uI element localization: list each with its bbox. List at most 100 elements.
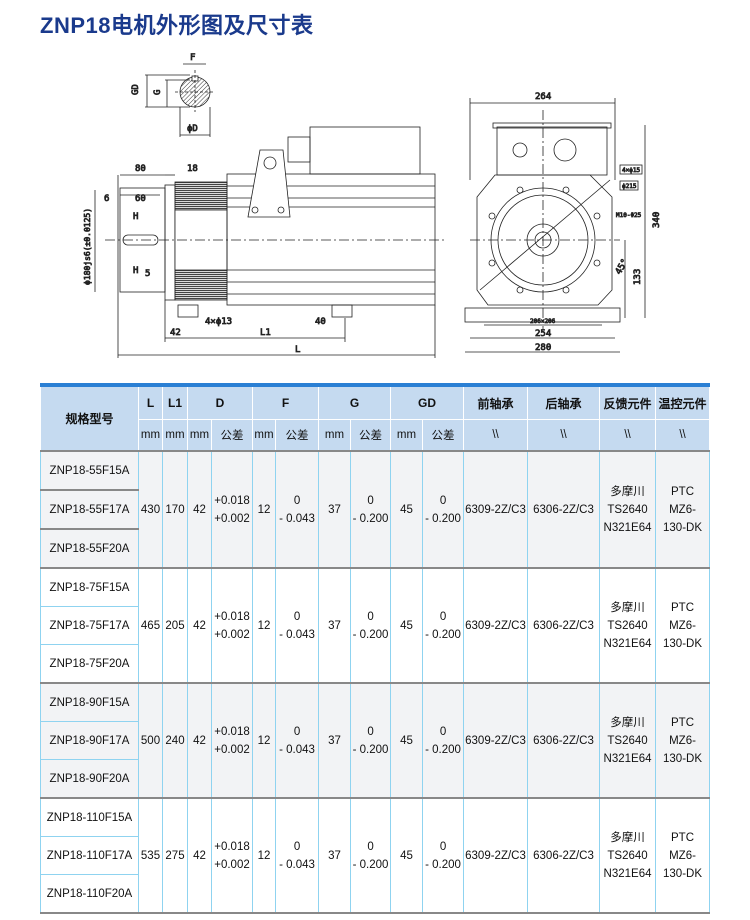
unit-na: \\ — [599, 419, 657, 452]
table-row: ZNP18-110F20A — [40, 874, 710, 914]
unit-mm: mm — [138, 419, 163, 452]
model-group: ZNP18-90F15A 500 240 42 +0.018 +0.002 12 0 - 0.0… — [40, 683, 711, 799]
cell-L1: 170 — [162, 450, 188, 569]
table-row: ZNP18-75F17A — [40, 606, 710, 645]
cell-text: TS2640 — [607, 619, 648, 632]
cell-text: - 0.200 — [425, 858, 461, 871]
cell-text: +0.018 — [214, 494, 250, 507]
table-row: ZNP18-75F15A 465 205 42 +0.018 +0.002 12 0 - 0.0… — [40, 568, 711, 684]
cell-text: - 0.043 — [279, 512, 315, 525]
dim-angle: 45° — [614, 257, 631, 276]
dim-133: 133 — [633, 269, 643, 285]
cell-text: ZNP18-110F20A — [46, 887, 133, 900]
header-D: D — [186, 383, 254, 420]
cell-model: ZNP18-55F15A — [40, 450, 139, 491]
dim-H-bottom: H — [133, 266, 138, 276]
header-GD: GD — [390, 383, 465, 420]
dim-254: 254 — [535, 329, 551, 339]
cell-text: 0 — [439, 725, 447, 738]
dim-L1: L1 — [260, 328, 271, 338]
cell-feedback: 多摩川 TS2640 N321E64 — [599, 683, 657, 799]
header-model: 规格型号 — [40, 383, 139, 452]
cell-text: 6309-2Z/C3 — [465, 619, 526, 632]
cell-text: 6309-2Z/C3 — [465, 849, 526, 862]
cell-L: 500 — [138, 683, 163, 799]
cell-text: - 0.200 — [352, 628, 389, 641]
unit-na: \\ — [463, 419, 529, 452]
cell-temp: PTC MZ6- 130-DK — [655, 568, 711, 684]
cell-G: 37 — [318, 568, 352, 684]
cell-text: ZNP18-55F20A — [49, 542, 130, 555]
cell-text: - 0.200 — [425, 628, 461, 641]
cell-text: - 0.200 — [352, 512, 389, 525]
cell-temp: PTC MZ6- 130-DK — [655, 798, 711, 914]
header-rear-bearing: 后轴承 — [527, 383, 601, 420]
cell-text: 130-DK — [663, 752, 703, 765]
dim-280: 280 — [535, 343, 551, 353]
unit-tolerance: 公差 — [275, 419, 320, 452]
cell-text: 0 — [439, 840, 447, 853]
cell-text: 45 — [400, 734, 413, 747]
cell-GD: 45 — [390, 450, 424, 569]
cell-text: 6306-2Z/C3 — [533, 503, 594, 516]
cell-text: ZNP18-110F15A — [46, 811, 133, 824]
cell-G: 37 — [318, 450, 352, 569]
cell-text: +0.018 — [214, 725, 250, 738]
dim-D: ϕD — [187, 124, 198, 134]
dim-80: 80 — [135, 164, 146, 174]
cell-D-tol: +0.018 +0.002 — [210, 450, 254, 569]
motor-outline-drawing: F GD G ϕD 80 18 6 60 H H 5 ϕ180js6(±0.01… — [83, 53, 662, 358]
cell-F: 12 — [252, 568, 277, 684]
cell-GD-tol: 0 - 0.200 — [422, 798, 465, 914]
cell-front-bearing: 6309-2Z/C3 — [463, 798, 529, 914]
shaft-section-view — [145, 63, 215, 137]
cell-text: ZNP18-90F15A — [49, 696, 130, 709]
cell-GD: 45 — [390, 798, 424, 914]
cell-F: 12 — [252, 798, 277, 914]
cell-temp: PTC MZ6- 130-DK — [655, 683, 711, 799]
dim-H-top: H — [133, 212, 138, 222]
table-row: ZNP18-55F17A — [40, 489, 710, 530]
unit-tolerance: 公差 — [422, 419, 465, 452]
dim-bolt-holes: 4×ϕ15 — [622, 167, 640, 174]
cell-rear-bearing: 6306-2Z/C3 — [527, 798, 601, 914]
cell-text: 多摩川 — [610, 831, 645, 844]
dim-5: 5 — [145, 269, 150, 279]
dim-GD: GD — [131, 84, 141, 95]
cell-text: - 0.200 — [352, 743, 389, 756]
cell-text: 多摩川 — [610, 485, 645, 498]
cell-model: ZNP18-90F15A — [40, 683, 139, 722]
dim-6: 6 — [104, 194, 109, 204]
dim-42: 42 — [170, 328, 181, 338]
cell-text: 37 — [328, 619, 341, 632]
cell-text: +0.002 — [214, 512, 250, 525]
unit-mm: mm — [318, 419, 352, 452]
cell-text: 42 — [193, 849, 206, 862]
cell-text: 45 — [400, 849, 413, 862]
cell-text: ZNP18-55F15A — [49, 464, 130, 477]
cell-text: ZNP18-75F15A — [49, 581, 130, 594]
header-F: F — [252, 383, 320, 420]
dim-L: L — [295, 345, 300, 355]
cell-text: ZNP18-90F17A — [49, 734, 130, 747]
cell-feedback: 多摩川 TS2640 N321E64 — [599, 798, 657, 914]
cell-text: +0.018 — [214, 610, 250, 623]
cell-F-tol: 0 - 0.043 — [275, 568, 320, 684]
unit-tolerance: 公差 — [210, 419, 254, 452]
cell-F: 12 — [252, 450, 277, 569]
cell-text: 12 — [257, 734, 271, 747]
cell-text: - 0.200 — [425, 743, 461, 756]
unit-mm: mm — [187, 419, 212, 452]
side-view — [94, 126, 445, 358]
cell-model: ZNP18-75F20A — [40, 644, 139, 684]
dim-340: 340 — [652, 212, 662, 228]
cell-D: 42 — [187, 568, 212, 684]
cell-text: +0.002 — [214, 743, 250, 756]
cell-text: 0 — [293, 494, 301, 507]
dim-G: G — [153, 90, 163, 95]
cell-D: 42 — [187, 450, 212, 569]
cell-front-bearing: 6309-2Z/C3 — [463, 568, 529, 684]
cell-text: N321E64 — [603, 521, 652, 534]
cell-text: ZNP18-55F17A — [49, 503, 130, 516]
cell-model: ZNP18-110F20A — [40, 874, 139, 914]
